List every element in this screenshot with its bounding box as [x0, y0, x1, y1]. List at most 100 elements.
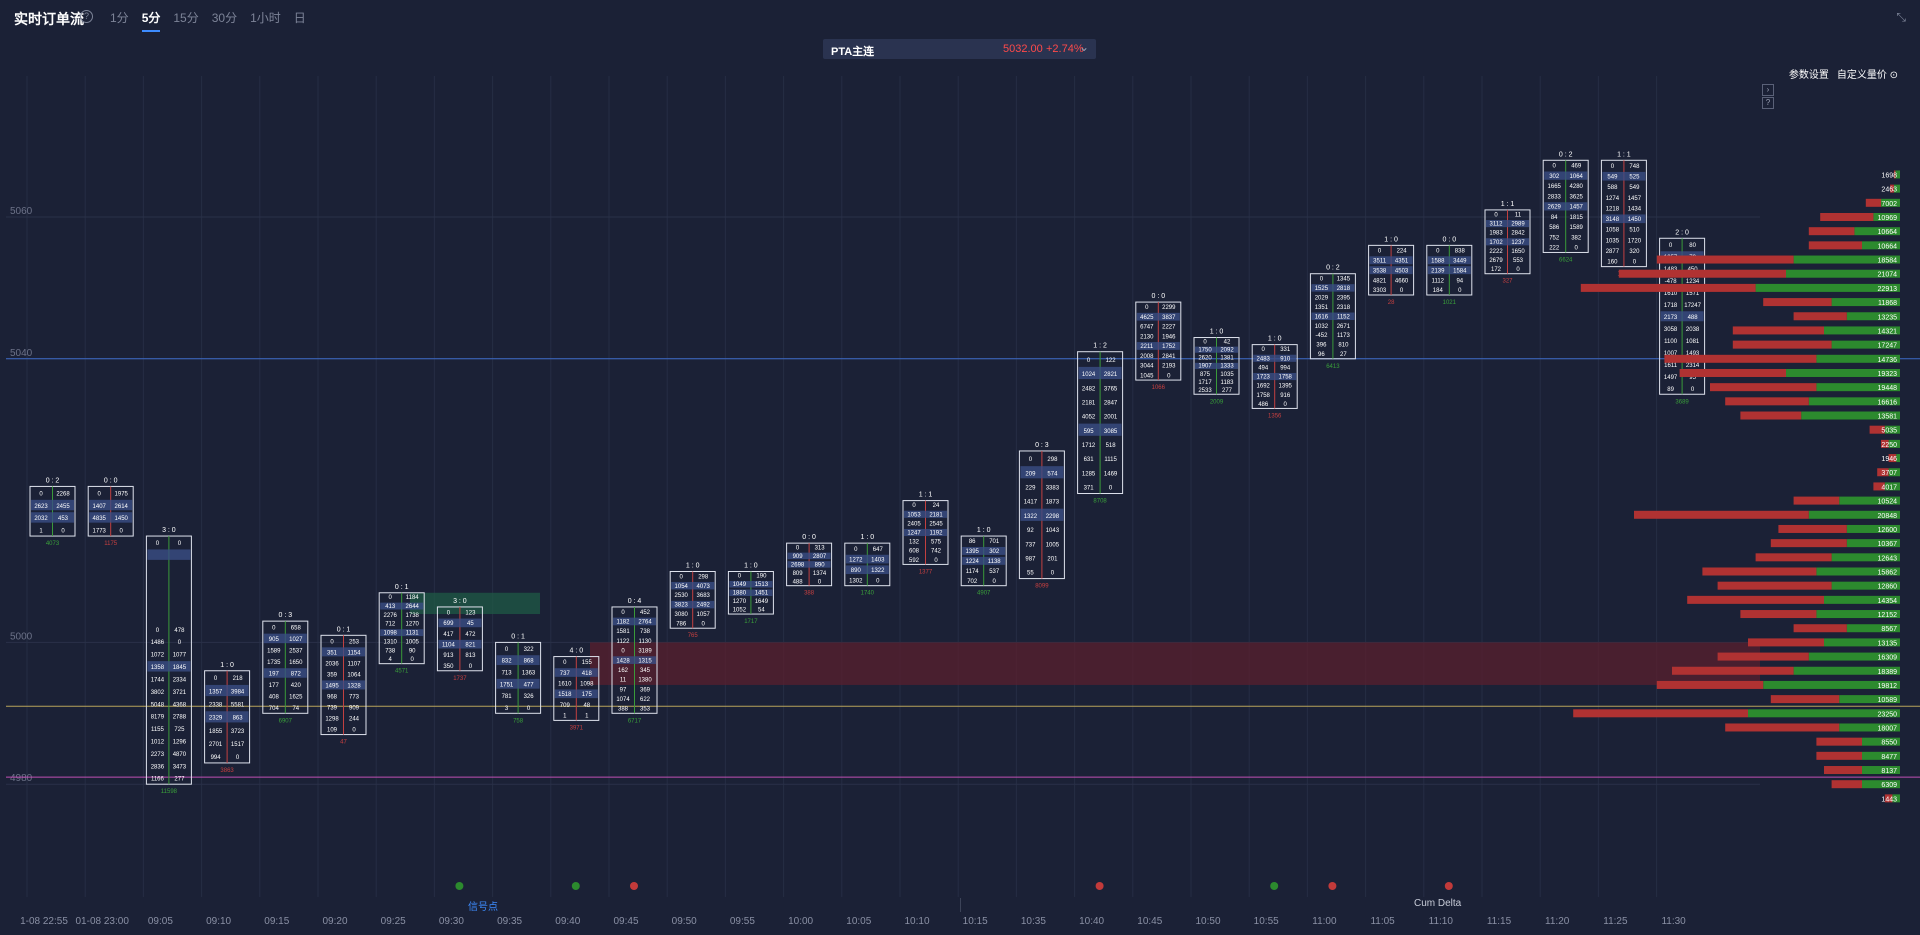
profile-bid-bar [1862, 780, 1900, 789]
contract-change: +2.74% [1046, 43, 1084, 55]
cell-bid: 2405 [907, 521, 921, 527]
profile-ask-bar [1710, 383, 1817, 392]
cell-ask: 0 [934, 558, 938, 564]
cell-highlight [31, 512, 74, 523]
chevron-right-icon[interactable]: › [1762, 84, 1774, 96]
cell-ask: 748 [1629, 164, 1640, 170]
cell-ask: 382 [1571, 235, 1582, 241]
cell-bid: 359 [327, 672, 338, 678]
cell-ask: 510 [1629, 228, 1640, 234]
cell-bid: 0 [39, 491, 43, 497]
cell-ask: 453 [58, 516, 69, 522]
profile-bid-bar [1854, 227, 1900, 236]
params-settings-button[interactable]: 参数设置 [1788, 70, 1829, 81]
cell-ask: 322 [524, 647, 535, 653]
cell-bid: 2329 [209, 716, 223, 722]
cell-ask: 1451 [755, 591, 769, 597]
tab-timeframe-3[interactable]: 30分 [211, 11, 238, 25]
cell-ask: 1403 [871, 557, 885, 563]
contract-select[interactable]: PTA主连 5032.00 +2.74% ⌄ [823, 39, 1096, 59]
question-circle-icon[interactable]: ? [80, 10, 93, 23]
cell-bid: 1581 [616, 629, 630, 635]
cell-bid: 905 [269, 637, 280, 643]
candle-header: 1 : 1 [919, 492, 933, 499]
cell-ask: 574 [1047, 471, 1058, 477]
candle-delta: 28 [1388, 300, 1395, 306]
candle-delta: 388 [804, 591, 815, 597]
nav-arrows: › ? [1762, 84, 1774, 110]
cell-highlight [904, 510, 947, 518]
cell-bid: 875 [1200, 372, 1211, 378]
candle-header: 1 : 0 [1384, 236, 1398, 243]
collapse-arrows-icon[interactable]: ⤡ [1896, 10, 1906, 24]
cell-highlight [89, 512, 133, 523]
cell-bid: 809 [793, 571, 804, 577]
cell-ask: 1589 [1570, 225, 1584, 231]
cell-ask: 2492 [697, 603, 711, 609]
profile-total: 2463 [1881, 187, 1897, 194]
tab-cum-delta[interactable]: Cum Delta [1414, 898, 1462, 909]
cell-ask: 2001 [1104, 415, 1118, 421]
profile-bid-bar [1862, 241, 1900, 250]
cell-ask: 909 [349, 705, 360, 711]
tab-timeframe-2[interactable]: 15分 [173, 11, 199, 25]
cell-ask: 622 [640, 697, 651, 703]
cell-bid: 0 [796, 545, 800, 551]
candle-delta: 3689 [1675, 399, 1689, 405]
cell-bid: 2273 [151, 752, 165, 758]
profile-total: 14321 [1878, 328, 1898, 335]
tab-timeframe-0[interactable]: 1分 [110, 11, 129, 25]
cell-ask: 0 [236, 755, 240, 761]
tab-divider [960, 898, 961, 912]
question-icon[interactable]: ? [1762, 97, 1774, 109]
x-tick-label: 10:50 [1195, 916, 1220, 927]
cell-bid: 699 [443, 621, 454, 627]
profile-ask-bar [1831, 780, 1862, 789]
cell-ask: 1328 [347, 683, 361, 689]
cell-bid: 0 [854, 547, 858, 553]
cell-highlight [380, 602, 424, 610]
cell-bid: 2483 [1257, 356, 1271, 362]
cell-bid: 408 [269, 695, 280, 701]
cell-ask: 553 [1513, 258, 1524, 264]
profile-bid-bar [1846, 539, 1900, 548]
candle-delta: 1175 [104, 541, 118, 547]
cell-bid: 4835 [93, 516, 107, 522]
y-tick-label: 5040 [10, 348, 33, 359]
cell-ask: 4660 [1395, 278, 1409, 284]
cell-ask: 916 [1280, 393, 1291, 399]
profile-ask-bar [1664, 354, 1817, 363]
tab-timeframe-1[interactable]: 5分 [141, 9, 161, 32]
cell-highlight [496, 655, 540, 666]
cell-ask: 3683 [697, 593, 711, 599]
profile-ask-bar [1884, 794, 1893, 803]
cell-bid: 2698 [791, 562, 805, 568]
profile-total: 12152 [1878, 612, 1898, 619]
cell-ask: 224 [1397, 249, 1408, 255]
profile-total: 10969 [1878, 215, 1898, 222]
x-tick-label: 10:00 [788, 916, 813, 927]
custom-volume-price-button[interactable]: 自定义量价 ⊙ [1836, 70, 1898, 81]
cell-bid: 737 [1025, 542, 1036, 548]
cell-bid: 1665 [1548, 184, 1562, 190]
cell-ask: 1077 [173, 653, 187, 659]
tab-timeframe-5[interactable]: 日 [293, 11, 306, 25]
cell-highlight [1078, 423, 1122, 436]
profile-bid-bar [1801, 411, 1900, 420]
cell-ask: 1758 [1279, 375, 1293, 381]
cell-bid: 8179 [151, 715, 165, 721]
tab-signal-points[interactable]: 信号点 [468, 902, 498, 913]
cell-bid: 0 [621, 610, 625, 616]
tab-timeframe-4[interactable]: 1小时 [250, 11, 281, 25]
profile-ask-bar [1770, 539, 1847, 548]
cell-ask: 821 [465, 643, 476, 649]
cell-bid: 1518 [558, 692, 572, 698]
cell-ask: 3984 [231, 689, 245, 695]
cell-ask: 2818 [1337, 286, 1351, 292]
cell-ask: 868 [524, 659, 535, 665]
cell-bid: 1024 [1082, 372, 1096, 378]
x-tick-label: 09:35 [497, 916, 522, 927]
cell-bid: 631 [1084, 457, 1095, 463]
cell-ask: 1457 [1570, 205, 1584, 211]
